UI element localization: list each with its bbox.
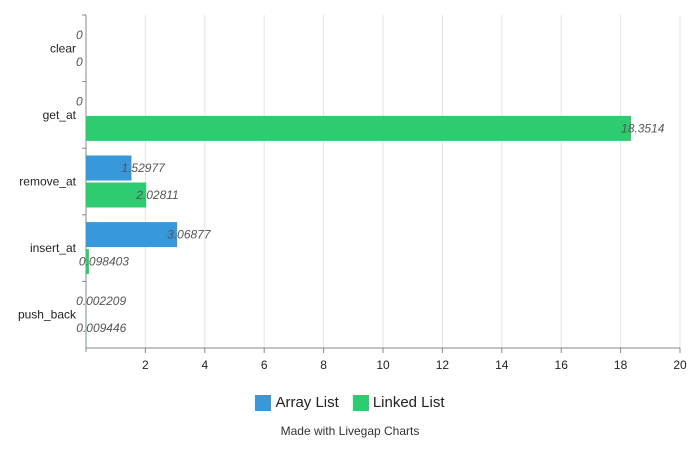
legend: Array List Linked List: [0, 394, 700, 411]
bar-linked-list: [86, 115, 632, 141]
legend-swatch-linked-list: [352, 394, 369, 411]
category-label: insert_at: [30, 241, 77, 255]
legend-label-linked-list: Linked List: [372, 394, 445, 411]
x-tick-label: 18: [614, 358, 628, 372]
x-tick-label: 16: [555, 358, 569, 372]
legend-label-array-list: Array List: [275, 394, 339, 411]
x-tick-label: 8: [320, 358, 327, 372]
data-label: 0: [76, 28, 83, 42]
legend-item-array-list[interactable]: Array List: [255, 394, 339, 411]
credit-text: Made with Livegap Charts: [280, 424, 420, 438]
category-label: clear: [50, 41, 76, 55]
x-tick-label: 14: [495, 358, 509, 372]
legend-swatch-array-list: [255, 394, 272, 411]
x-tick-label: 6: [261, 358, 268, 372]
data-label: 0.002209: [76, 294, 126, 308]
data-label: 0: [76, 94, 83, 108]
bar-linked-list: [86, 249, 89, 275]
x-tick-label: 12: [436, 358, 450, 372]
data-label: 1.52977: [121, 161, 166, 175]
category-label: push_back: [18, 308, 77, 322]
data-label: 0.009446: [76, 321, 126, 335]
bar-chart: 2 4 6 8 10 12 14 16 18 20clear00get_at018.3514rem…: [18, 14, 687, 372]
bar-array-list: [86, 222, 178, 248]
category-label: get_at: [43, 108, 77, 122]
data-label: 0.098403: [79, 255, 129, 269]
data-label: 18.3514: [621, 121, 665, 135]
data-label: 2.02811: [135, 188, 179, 202]
x-tick-label: 4: [201, 358, 208, 372]
legend-item-linked-list[interactable]: Linked List: [352, 394, 445, 411]
x-tick-label: 20: [673, 358, 687, 372]
category-label: remove_at: [19, 175, 76, 189]
x-tick-label: 10: [376, 358, 390, 372]
data-label: 0: [76, 55, 83, 69]
data-label: 3.06877: [167, 228, 212, 242]
x-tick-label: 2: [142, 358, 149, 372]
bar-linked-list: [86, 182, 147, 208]
bar-array-list: [86, 155, 132, 181]
